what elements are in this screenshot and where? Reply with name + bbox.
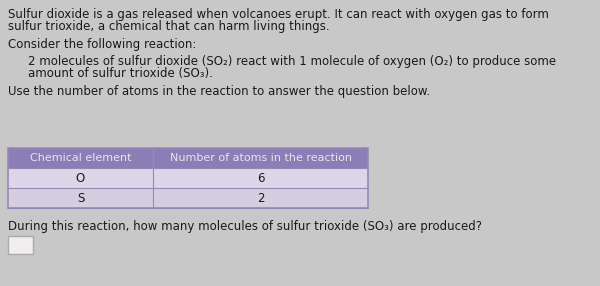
Text: 6: 6 [257, 172, 264, 184]
Text: Consider the following reaction:: Consider the following reaction: [8, 38, 196, 51]
FancyBboxPatch shape [8, 188, 368, 208]
FancyBboxPatch shape [8, 236, 33, 254]
FancyBboxPatch shape [8, 148, 368, 168]
Text: O: O [76, 172, 85, 184]
Text: 2 molecules of sulfur dioxide (SO₂) react with 1 molecule of oxygen (O₂) to prod: 2 molecules of sulfur dioxide (SO₂) reac… [28, 55, 556, 68]
FancyBboxPatch shape [8, 168, 368, 188]
Text: sulfur trioxide, a chemical that can harm living things.: sulfur trioxide, a chemical that can har… [8, 20, 329, 33]
Text: amount of sulfur trioxide (SO₃).: amount of sulfur trioxide (SO₃). [28, 67, 213, 80]
Text: During this reaction, how many molecules of sulfur trioxide (SO₃) are produced?: During this reaction, how many molecules… [8, 220, 482, 233]
Text: Sulfur dioxide is a gas released when volcanoes erupt. It can react with oxygen : Sulfur dioxide is a gas released when vo… [8, 8, 549, 21]
Text: Use the number of atoms in the reaction to answer the question below.: Use the number of atoms in the reaction … [8, 85, 430, 98]
Text: Chemical element: Chemical element [30, 153, 131, 163]
Text: 2: 2 [257, 192, 264, 204]
Text: S: S [77, 192, 84, 204]
Text: Number of atoms in the reaction: Number of atoms in the reaction [170, 153, 352, 163]
